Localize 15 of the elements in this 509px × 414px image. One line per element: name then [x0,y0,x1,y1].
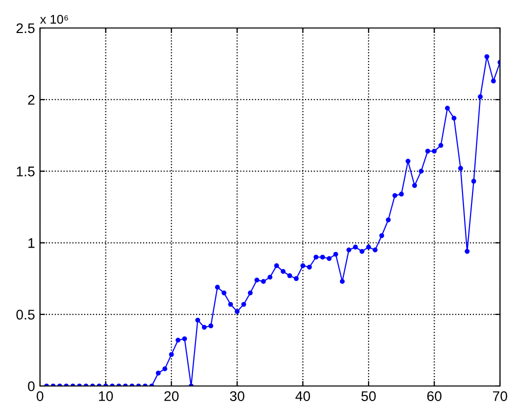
y-tick-label: 0 [28,381,35,392]
x-tick-label: 10 [99,391,113,402]
x-tick-label: 30 [230,391,244,402]
x-tick-label: 0 [36,391,44,402]
y-tick-label: 0.5 [16,310,35,320]
y-tick-label: 2.5 [16,23,35,34]
x-tick-label: 40 [295,391,310,402]
y-tick-label: 1.5 [16,166,35,176]
y-tick-label: 2 [28,94,34,105]
x-tick-label: 50 [361,391,376,402]
y-tick-label: 1 [28,238,34,248]
x-tick-label: 20 [164,391,179,402]
text: x 10⁶ [40,14,68,24]
x-tick-label: 70 [492,391,508,402]
x-tick-label: 60 [427,391,442,402]
